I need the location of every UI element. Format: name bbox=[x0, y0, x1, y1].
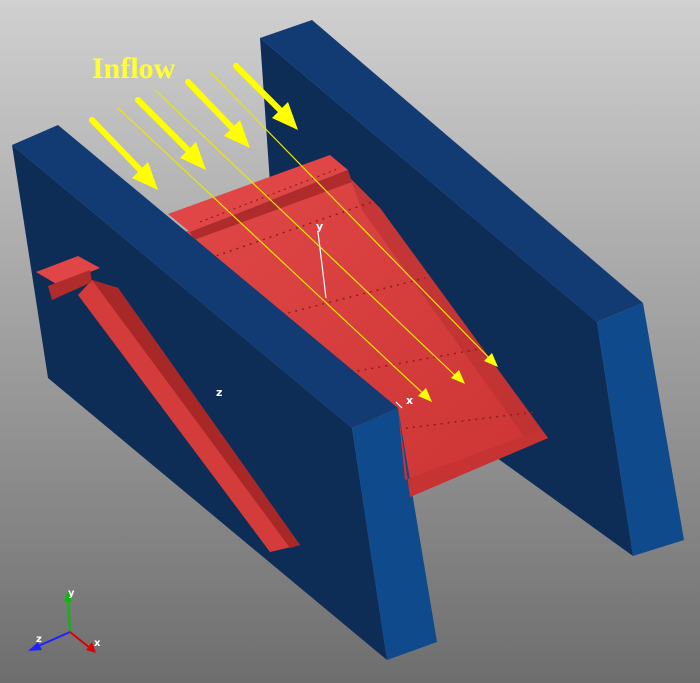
flap-seam bbox=[199, 167, 341, 223]
streamline-1-head bbox=[418, 388, 432, 402]
inflow-arrow-3-head bbox=[224, 120, 250, 148]
blade-edge bbox=[92, 280, 300, 548]
y-axis-line bbox=[317, 231, 327, 299]
orientation-triad[interactable]: y z x bbox=[28, 588, 101, 653]
triad-x-label: x bbox=[94, 638, 101, 649]
side-flap-front bbox=[48, 270, 92, 300]
triad-z-head bbox=[28, 642, 42, 651]
inflow-arrow-1-head bbox=[132, 162, 158, 190]
streamline-2 bbox=[154, 89, 463, 383]
inflow-arrow-3 bbox=[185, 79, 241, 137]
z-axis-label: z bbox=[216, 386, 222, 399]
triad-x-head bbox=[86, 642, 96, 653]
triad-x-axis bbox=[69, 631, 91, 649]
side-flap[interactable] bbox=[36, 256, 100, 300]
ramp-seam-3 bbox=[329, 347, 486, 377]
inflow-arrows bbox=[89, 63, 298, 190]
inflow-arrow-4-head bbox=[272, 102, 298, 130]
back-wall[interactable] bbox=[260, 20, 684, 556]
back-wall-end bbox=[597, 303, 684, 556]
ramp-seam-4 bbox=[391, 411, 536, 431]
streamline-3 bbox=[209, 71, 497, 366]
triad-z-axis bbox=[33, 631, 71, 649]
ramp-face bbox=[185, 178, 548, 497]
ramp-lower-strip bbox=[398, 408, 548, 497]
triad-y-label: y bbox=[68, 588, 75, 599]
front-wall-face bbox=[12, 145, 387, 660]
triad-y-head bbox=[64, 590, 72, 602]
ramp-surface[interactable] bbox=[185, 178, 548, 497]
flap-front bbox=[190, 170, 352, 240]
streamline-1 bbox=[117, 107, 431, 401]
leading-flap[interactable] bbox=[168, 155, 352, 240]
y-axis-label: y bbox=[316, 220, 323, 233]
inflow-arrow-1 bbox=[89, 117, 149, 179]
back-wall-top bbox=[260, 20, 643, 322]
x-axis-label: x bbox=[406, 394, 413, 407]
streamlines bbox=[117, 71, 498, 402]
flap-top bbox=[168, 155, 348, 232]
x-axis-tick bbox=[395, 401, 403, 409]
triad-z-label: z bbox=[36, 634, 42, 645]
streamline-3-head bbox=[484, 353, 498, 367]
side-blade[interactable] bbox=[78, 280, 300, 552]
front-wall-end bbox=[352, 408, 437, 660]
ramp-seam-1 bbox=[209, 201, 373, 259]
inflow-arrow-2-head bbox=[180, 142, 206, 170]
inflow-label: Inflow bbox=[92, 52, 176, 85]
inflow-arrow-2 bbox=[135, 97, 197, 159]
front-wall[interactable] bbox=[12, 125, 437, 660]
streamline-2-head bbox=[451, 370, 465, 384]
inflow-arrow-4 bbox=[233, 63, 289, 119]
front-wall-top bbox=[12, 125, 398, 428]
ramp-shadow-edge bbox=[350, 178, 548, 445]
side-flap-top bbox=[36, 256, 100, 285]
back-wall-face bbox=[260, 38, 633, 556]
